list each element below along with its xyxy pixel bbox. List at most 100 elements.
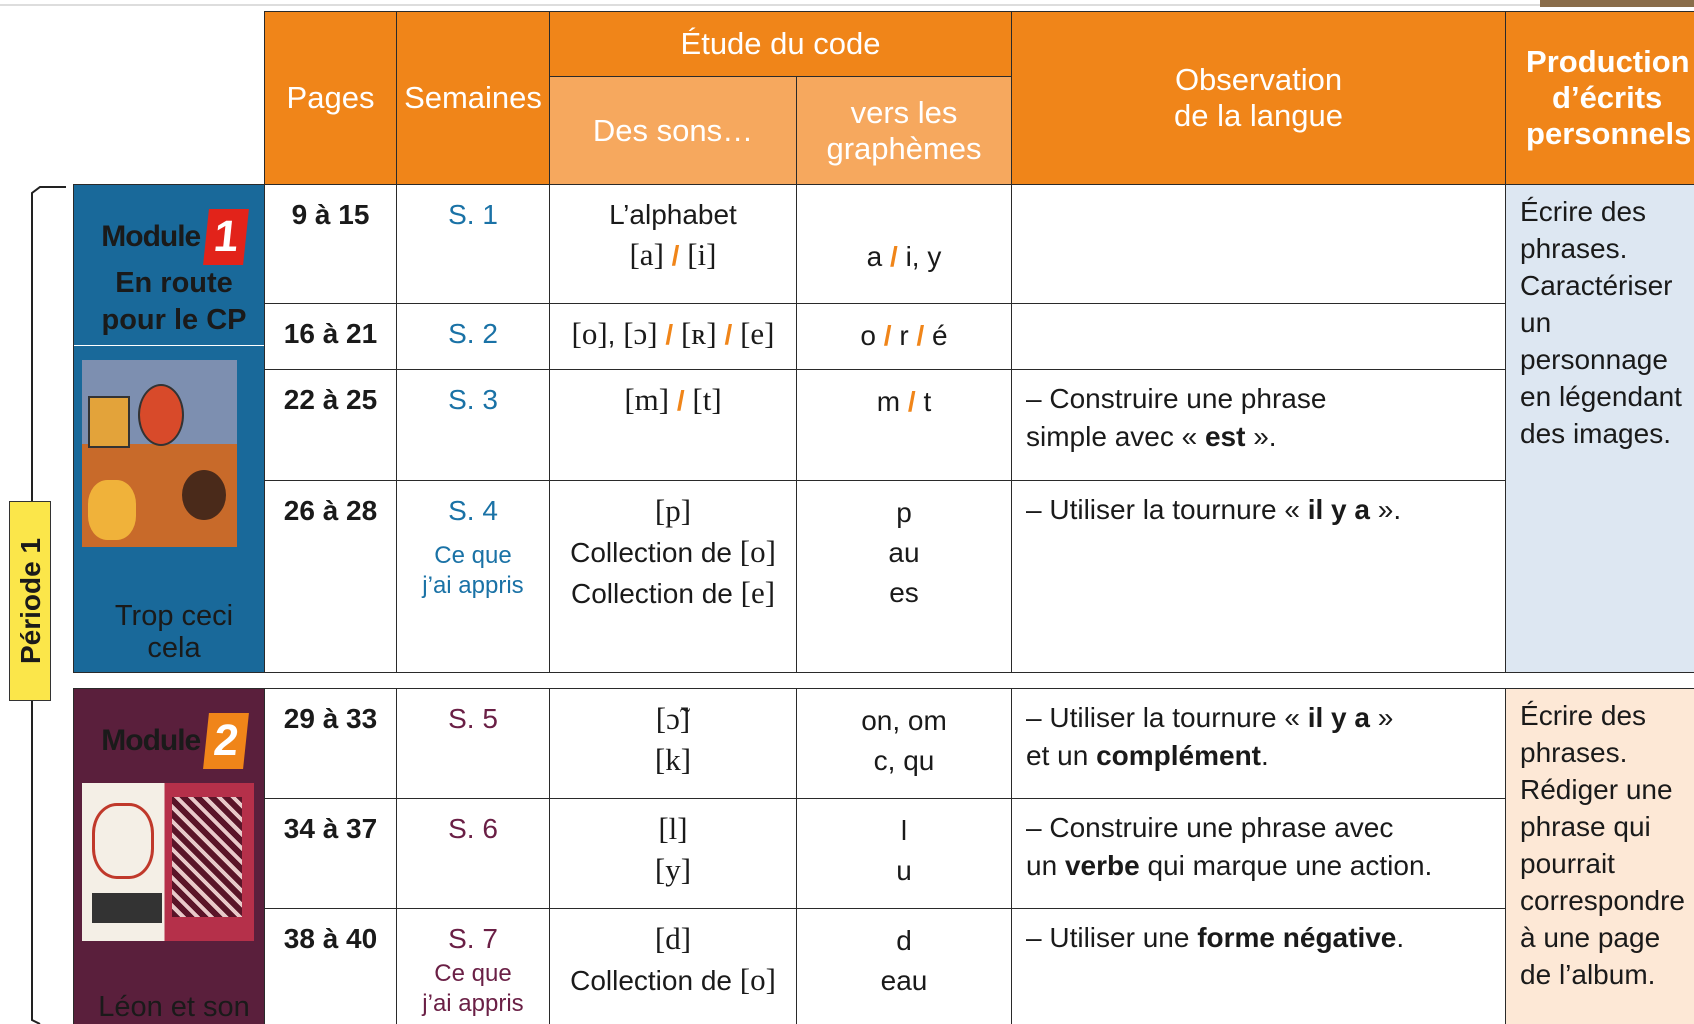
observation-line: et un complément.: [1026, 737, 1505, 775]
semaine-note: Ce que j’ai appris: [397, 541, 549, 601]
cell-line: [o], [ɔ] / [ʀ] / [e]: [550, 314, 796, 355]
phoneme: [o]: [739, 533, 776, 569]
text-part: Collection de: [570, 965, 740, 997]
observation-text: – Construire une phrase avec: [1026, 812, 1394, 844]
subheader-row: Des sons… vers les graphèmes: [74, 76, 1694, 185]
item: l: [901, 815, 907, 846]
cell-line: [k]: [550, 740, 796, 781]
cell-line: o / r / é: [797, 316, 1011, 356]
table-row: 22 à 25 S. 3 [m] / [t] m / t – Construire un…: [74, 369, 1694, 481]
item: é: [932, 320, 948, 351]
semaines-header: Semaines: [396, 11, 550, 185]
pages-cell: 34 à 37: [264, 798, 397, 910]
text-part: Collection de: [570, 536, 740, 568]
graphemes-cell: p au es: [795, 479, 1013, 674]
table-row: 34 à 37 S. 6 [l] [y] l u – Construire une phra…: [74, 798, 1694, 910]
cell-line: Collection de [e]: [550, 573, 796, 614]
pages-cell: 16 à 21: [264, 302, 397, 371]
table-row: Module 1 En route pour le CP Trop ceci cela 9 …: [73, 184, 1694, 673]
album-cover: [82, 360, 237, 547]
module-head: Module 2: [74, 699, 264, 769]
top-rule: [0, 4, 1540, 6]
observation-text: verbe: [1064, 850, 1140, 882]
semaine: S. 7: [448, 923, 498, 955]
cell-line: [m] / [t]: [550, 380, 796, 421]
observation-text: ».: [1369, 493, 1402, 525]
cell-line: au: [797, 533, 1011, 573]
sons-cell: [m] / [t]: [549, 369, 797, 481]
text-part: ,: [607, 318, 624, 350]
item: a: [867, 241, 883, 272]
observation-text: est: [1204, 421, 1246, 453]
text-part: t: [923, 386, 932, 418]
album-cover: [82, 783, 254, 941]
cell-line: on, om: [797, 701, 1011, 741]
sons-cell: [d] Collection de [o]: [549, 908, 797, 1024]
observation-text: ».: [1245, 421, 1277, 453]
album-line: cela: [147, 632, 201, 664]
cell-line: eau: [797, 961, 1011, 1001]
item: [ʀ]: [681, 316, 717, 351]
observation-text: qui marque une action.: [1139, 850, 1433, 882]
divider: [74, 345, 264, 346]
item: [l]: [658, 811, 687, 846]
semaine-cell: S. 1: [396, 184, 550, 304]
semaine-cell: S. 6: [396, 798, 550, 910]
observation-text: .: [1261, 740, 1269, 771]
production-header: Production d’écrits personnels: [1505, 11, 1694, 185]
program-table: Pages Semaines Étude du code Observation…: [73, 11, 1694, 1024]
item: [m]: [624, 382, 669, 417]
module-box: Module 1 En route pour le CP Trop ceci cela: [74, 195, 264, 672]
module-top: Module 2: [74, 699, 264, 941]
item: eau: [881, 965, 928, 996]
observation-text: – Utiliser la tournure «: [1026, 493, 1308, 525]
album-line: Trop ceci: [114, 600, 234, 632]
text-part: es: [889, 576, 919, 608]
item: [i]: [687, 237, 717, 272]
blank-header: [73, 11, 265, 185]
semaine-cell: S. 5: [396, 687, 550, 800]
text-part: d: [896, 925, 912, 957]
observation-header: Observation de la langue: [1011, 11, 1507, 185]
text-part: L’alphabet: [609, 199, 737, 230]
observation-cell: – Utiliser la tournure « il y a ».: [1011, 479, 1507, 674]
gap-cell: [795, 672, 1013, 689]
sons-cell: [o], [ɔ] / [ʀ] / [e]: [549, 302, 797, 371]
observation-line: un verbe qui marque une action.: [1026, 847, 1505, 885]
cell-line: [l]: [550, 809, 796, 850]
corner-image: [1540, 0, 1694, 7]
text-part: i, y: [905, 241, 942, 272]
module-top: Module 1 En route pour le CP: [74, 195, 264, 547]
note-line: j’ai appris: [422, 990, 524, 1018]
phoneme: [k]: [654, 742, 692, 777]
gap-cell: [1505, 672, 1694, 689]
item: es: [889, 577, 919, 608]
semaine-cell: S. 3: [396, 369, 550, 481]
cell-line: a / i, y: [797, 237, 1011, 277]
sons-cell: [p] Collection de [o] Collection de [e]: [549, 479, 797, 674]
cover-shape: [92, 803, 154, 879]
cover-shape: [88, 396, 130, 448]
semaine: S. 5: [448, 703, 498, 734]
cell-line: u: [797, 851, 1011, 891]
graphemes-cell: d eau: [795, 908, 1013, 1024]
header-line: Observation: [1174, 62, 1343, 97]
album-title: Trop ceci cela: [74, 600, 264, 672]
separator: /: [883, 319, 892, 351]
phoneme: [i]: [687, 237, 717, 272]
text-part: r: [899, 319, 909, 351]
item: Collection de [e]: [571, 575, 775, 610]
cell-line: [y]: [550, 850, 796, 891]
album-line: Léon et son: [98, 991, 250, 1023]
header-line: graphèmes: [826, 130, 982, 166]
cell-line: Collection de [o]: [550, 960, 796, 1001]
module-title: pour le CP: [101, 304, 247, 336]
observation-line: – Construire une phrase: [1026, 380, 1505, 418]
gap-cell: [1011, 672, 1507, 689]
observation-text: .: [1396, 922, 1405, 954]
phoneme: [e]: [740, 315, 775, 351]
